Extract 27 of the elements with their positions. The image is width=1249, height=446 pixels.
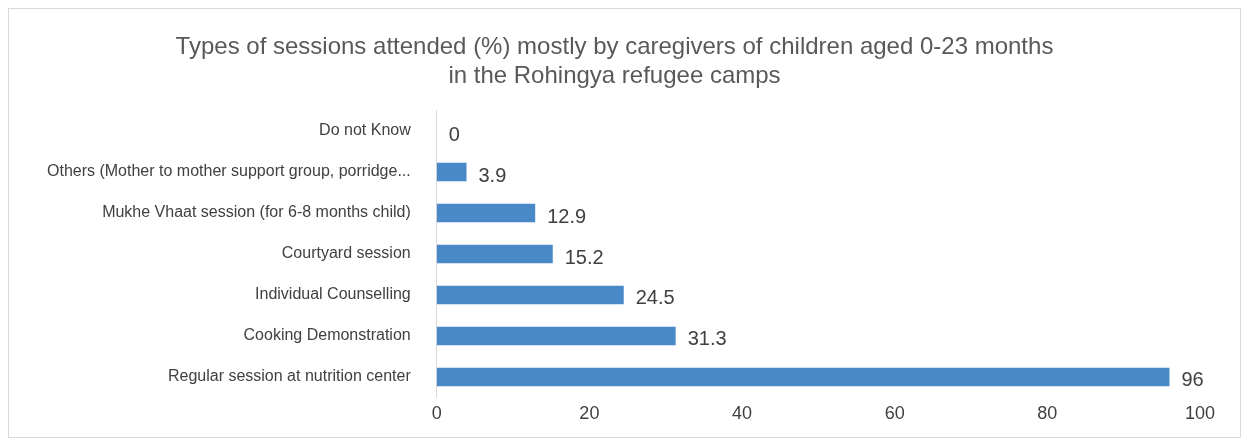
bar (436, 162, 467, 182)
y-tick-label: Mukhe Vhaat session (for 6-8 months child) (102, 203, 411, 221)
x-tick-label: 20 (579, 403, 600, 424)
data-label: 31.3 (687, 327, 727, 350)
y-tick-label: Individual Counselling (255, 285, 411, 303)
bar (436, 203, 536, 223)
y-tick-label: Regular session at nutrition center (167, 367, 412, 385)
data-label: 24.5 (635, 286, 675, 309)
data-label: 0 (448, 122, 460, 145)
bar (436, 326, 676, 346)
y-tick-label: Cooking Demonstration (243, 326, 411, 344)
data-label: 12.9 (547, 204, 587, 227)
chart-title: Types of sessions attended (%) mostly by caregivers of children aged 0-23 months in the Rohingya refugee camps (175, 32, 1054, 88)
data-label: 96 (1181, 368, 1204, 391)
y-tick-label: Others (Mother to mother support group, porridge... (46, 162, 411, 180)
y-tick-label: Do not Know (319, 121, 412, 139)
bar (436, 244, 553, 264)
x-tick-label: 80 (1037, 403, 1058, 424)
x-tick-label: 60 (884, 403, 905, 424)
bar (436, 367, 1170, 387)
data-label: 15.2 (564, 245, 604, 268)
bar (436, 285, 624, 305)
x-tick-label: 0 (431, 403, 442, 424)
x-tick-label: 100 (1184, 403, 1216, 424)
data-label: 3.9 (478, 163, 507, 186)
x-tick-label: 40 (732, 403, 753, 424)
y-tick-label: Courtyard session (281, 244, 411, 262)
